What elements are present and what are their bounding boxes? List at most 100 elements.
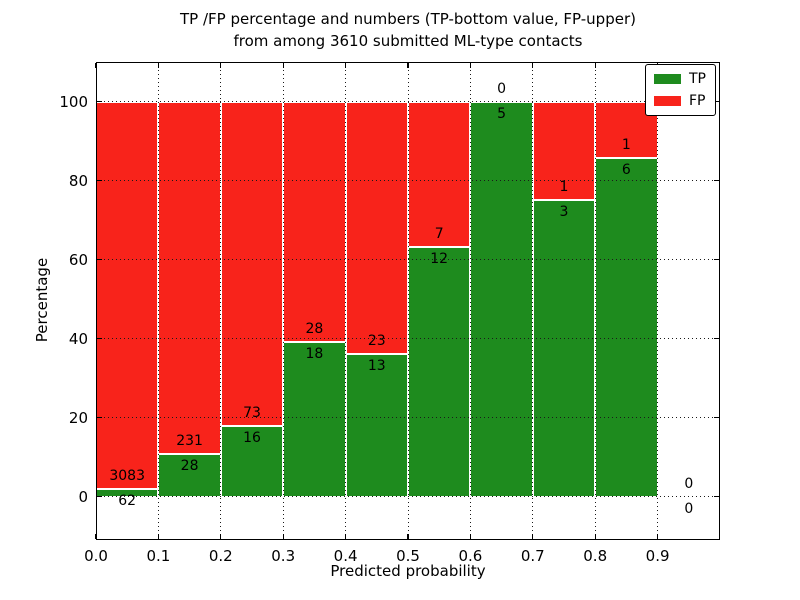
bar-segment-fp [532,101,596,201]
y-tick-label: 0 [78,487,88,506]
fp-count-label: 23 [367,332,386,349]
x-gridline [282,62,284,540]
y-tick-label: 20 [68,408,88,427]
bar-segment-tp [345,353,408,497]
fp-count-label: 28 [305,320,324,337]
x-tick-mark-top [344,63,347,68]
fp-count-label: 73 [243,404,261,421]
x-gridline [594,62,596,540]
bar-segment-fp [220,101,284,426]
fp-legend-swatch [654,96,681,106]
tp-count-label: 12 [430,251,449,268]
y-tick-mark [97,100,102,103]
fp-count-label: 0 [497,80,507,97]
x-gridline [345,62,347,540]
x-tick-label: 0.9 [645,547,670,565]
fp-count-label: 231 [176,432,203,449]
x-gridline [407,62,409,540]
x-tick-mark-top [594,63,596,68]
x-tick-mark-top [532,63,534,68]
y-tick-mark [97,337,102,340]
x-gridline [657,62,659,540]
legend-entry-tp: TP [654,72,707,86]
tp-count-label: 5 [497,105,507,122]
bar-segment-fp [158,101,221,454]
x-tick-mark [95,534,97,539]
x-tick-mark [157,534,160,539]
x-tick-mark [344,534,347,539]
y-tick-mark [97,258,102,261]
bar-segment-tp [283,341,346,497]
chart-title-line2: from among 3610 submitted ML-type contac… [233,32,583,50]
x-tick-mark-top [95,63,97,68]
x-tick-label: 0.3 [271,547,296,565]
x-tick-label: 0.0 [84,547,108,565]
fp-count-label: 7 [434,226,444,243]
y-tick-mark [97,416,102,419]
tp-count-label: 18 [305,345,324,362]
x-tick-label: 0.5 [396,547,420,565]
x-gridline [469,62,471,540]
fp-count-label: 1 [621,136,631,153]
x-tick-mark-top [282,63,284,68]
y-tick-label: 40 [68,329,88,348]
x-tick-mark [282,534,284,539]
x-tick-mark-top [157,63,160,68]
fp-count-label: 1 [559,179,569,196]
x-tick-mark [469,534,472,539]
bar-segment-tp [408,247,471,497]
tp-legend-label: TP [689,71,706,87]
tp-count-label: 13 [367,357,386,374]
legend: TP FP [645,64,716,116]
tp-count-label: 28 [180,457,199,474]
y-tick-label: 100 [59,92,88,111]
x-axis-label: Predicted probability [330,562,486,580]
y-tick-mark-right [714,179,719,182]
x-gridline [220,62,222,540]
x-tick-label: 0.1 [146,547,171,565]
fp-count-label: 0 [684,475,694,492]
y-tick-mark-right [714,258,719,261]
x-tick-mark [594,534,596,539]
y-tick-label: 80 [68,171,88,190]
bar-segment-tp [220,425,284,497]
y-tick-label: 60 [68,250,88,269]
bar-segment-fp [96,101,159,489]
x-tick-label: 0.8 [583,547,608,565]
bar-segment-tp [470,101,533,497]
tp-count-label: 3 [559,204,569,221]
x-tick-mark-top [469,63,472,68]
x-tick-mark [407,534,409,539]
x-gridline [157,62,159,540]
chart-title: TP /FP percentage and numbers (TP-bottom… [96,8,720,52]
tp-count-label: 16 [243,429,261,446]
x-tick-mark [656,534,659,539]
x-tick-label: 0.2 [208,547,233,565]
y-tick-mark-right [714,495,719,498]
tp-count-label: 6 [621,161,631,178]
x-tick-mark [532,534,534,539]
x-gridline [532,62,534,540]
tp-count-label: 62 [118,492,137,509]
legend-entry-fp: FP [654,94,707,108]
bar-segment-fp [345,101,408,354]
chart-title-line1: TP /FP percentage and numbers (TP-bottom… [180,10,636,28]
x-tick-mark [220,534,222,539]
y-axis-label: Percentage [33,257,51,343]
y-tick-mark [97,179,102,182]
x-tick-label: 0.7 [520,547,545,565]
fp-count-label: 3083 [109,467,146,484]
tp-legend-swatch [654,74,681,84]
bar-segment-tp [595,157,658,497]
y-tick-mark [97,495,102,498]
bar-segment-tp [532,200,596,497]
x-tick-label: 0.4 [333,547,358,565]
y-tick-mark-right [714,337,719,340]
x-tick-label: 0.6 [458,547,483,565]
y-tick-mark-right [714,100,719,103]
x-tick-mark-top [407,63,409,68]
tp-count-label: 0 [684,500,694,517]
bar-segment-fp [283,101,346,342]
